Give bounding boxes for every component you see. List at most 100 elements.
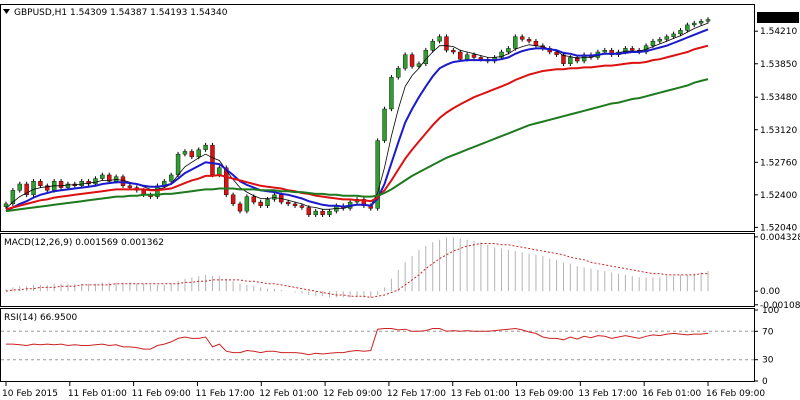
price-panel-title: GBPUSD,H1 1.54309 1.54387 1.54193 1.5434… — [14, 8, 228, 18]
candle-body — [272, 194, 277, 200]
candle-body — [100, 174, 105, 179]
candle-body — [575, 57, 580, 62]
candle-body — [313, 210, 318, 215]
candle-body — [664, 36, 669, 40]
candle-body — [265, 199, 270, 206]
rsi-plot — [1, 327, 754, 361]
current-price-label: 1.54340 — [759, 14, 796, 24]
x-tick-label: 10 Feb 2015 — [2, 389, 58, 399]
candle-body — [561, 54, 566, 64]
candle-body — [217, 167, 222, 176]
candle-body — [107, 174, 112, 182]
x-tick-label: 11 Feb 17:00 — [195, 389, 254, 399]
macd-panel-title: MACD(12,26,9) 0.001569 0.001362 — [4, 238, 164, 248]
candle-body — [375, 140, 380, 209]
candle-body — [299, 205, 305, 208]
candle-body — [698, 21, 704, 24]
x-tick-label: 11 Feb 09:00 — [132, 389, 191, 399]
candle-body — [3, 203, 9, 207]
candle-body — [65, 183, 71, 188]
candle-body — [499, 51, 504, 58]
candle-body — [389, 77, 394, 110]
symbol-dropdown-icon[interactable] — [3, 9, 10, 14]
rsi-y-tick-label: 0 — [762, 377, 768, 387]
rsi-panel-frame — [0, 308, 755, 382]
candle-body — [285, 201, 291, 205]
candle-body — [210, 144, 215, 176]
rsi-line — [6, 327, 709, 356]
price-y-tick-label: 1.52400 — [760, 191, 797, 201]
candle-body — [382, 108, 387, 141]
candle-body — [292, 203, 298, 206]
rsi-y-tick-label: 100 — [762, 306, 779, 316]
candle-body — [168, 174, 174, 182]
candle-body — [430, 40, 435, 51]
candle-body — [478, 57, 484, 60]
candle-body — [24, 183, 29, 196]
candle-body — [230, 194, 236, 205]
candle-body — [127, 185, 133, 188]
candle-body — [224, 167, 229, 196]
rsi-y-tick-label: 70 — [762, 327, 774, 337]
candle-body — [113, 176, 119, 182]
candle-body — [458, 51, 463, 60]
price-y-tick-label: 1.53120 — [760, 126, 797, 136]
candle-body — [58, 181, 64, 188]
macd-plot — [5, 237, 709, 299]
candle-body — [396, 68, 401, 78]
candle-body — [650, 40, 656, 46]
candle-body — [506, 48, 511, 53]
candle-body — [409, 54, 415, 67]
candle-body — [189, 151, 195, 158]
candle-body — [554, 51, 559, 55]
price-y-tick-label: 1.52040 — [760, 223, 797, 233]
candle-body — [306, 207, 312, 215]
candle-body — [513, 36, 518, 49]
price-panel-frame — [0, 4, 755, 232]
candle-body — [258, 201, 263, 206]
candle-body — [451, 50, 456, 53]
candle-body — [678, 30, 683, 35]
price-y-tick-label: 1.53480 — [760, 93, 797, 103]
candle-body — [237, 203, 243, 212]
candle-body — [692, 22, 697, 26]
candle-body — [327, 210, 332, 215]
candle-body — [17, 183, 22, 191]
candle-body — [685, 24, 690, 31]
candle-body — [45, 185, 50, 191]
rsi-y-tick-label: 30 — [762, 356, 774, 366]
candle-body — [244, 196, 250, 212]
candle-body — [203, 144, 208, 150]
x-tick-label: 11 Feb 01:00 — [68, 389, 127, 399]
price-y-tick-label: 1.53850 — [760, 60, 797, 70]
x-tick-label: 13 Feb 09:00 — [515, 389, 574, 399]
candle-body — [182, 151, 188, 155]
ma_mid-line — [5, 44, 709, 211]
x-tick-label: 16 Feb 09:00 — [706, 389, 765, 399]
x-tick-label: 13 Feb 01:00 — [451, 389, 510, 399]
current-price-tag — [757, 12, 799, 23]
macd-y-tick-label: -0.001085 — [760, 301, 800, 311]
candle-body — [519, 36, 525, 40]
axes: 1.54210 1.53850 1.53480 1.53120 1.52760 1.524… — [2, 27, 800, 399]
ma_slow-line — [5, 78, 709, 213]
candle-body — [471, 54, 477, 58]
x-tick-label: 13 Feb 17:00 — [578, 389, 637, 399]
x-tick-label: 12 Feb 01:00 — [259, 389, 318, 399]
ma_fast-line — [5, 28, 709, 212]
x-tick-label: 12 Feb 09:00 — [323, 389, 382, 399]
macd-signal-line — [5, 243, 708, 299]
macd-panel-frame — [0, 233, 755, 307]
candle-body — [630, 48, 635, 51]
candle-body — [657, 39, 663, 42]
x-tick-label: 16 Feb 01:00 — [642, 389, 701, 399]
candle-body — [175, 153, 181, 176]
candle-body — [196, 149, 201, 158]
candle-body — [533, 40, 539, 46]
candle-body — [437, 36, 442, 42]
candle-body — [93, 178, 98, 185]
candle-body — [568, 57, 573, 64]
candle-body — [38, 181, 43, 186]
